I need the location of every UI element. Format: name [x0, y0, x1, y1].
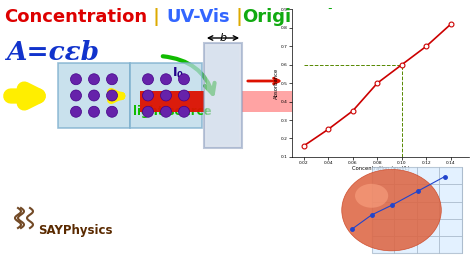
Bar	[204, 43, 242, 148]
Bar	[130, 63, 202, 128]
Bar	[140, 91, 204, 112]
Circle shape	[71, 106, 82, 117]
Text: light source: light source	[133, 105, 211, 118]
Text: SAYPhysics: SAYPhysics	[38, 224, 112, 237]
Circle shape	[71, 90, 82, 101]
Circle shape	[89, 90, 100, 101]
Circle shape	[71, 74, 82, 85]
Text: $\mathbf{I}$: $\mathbf{I}$	[315, 88, 321, 101]
Text: A=cεb: A=cεb	[6, 40, 99, 65]
Circle shape	[161, 74, 172, 85]
Circle shape	[107, 74, 118, 85]
Circle shape	[143, 74, 154, 85]
Bar	[280, 91, 322, 112]
Text: $\mathbf{I_0}$: $\mathbf{I_0}$	[172, 66, 184, 81]
Circle shape	[143, 106, 154, 117]
Bar	[242, 91, 322, 112]
Text: |: |	[230, 8, 243, 26]
Circle shape	[89, 106, 100, 117]
Text: Concentration: Concentration	[4, 8, 147, 26]
X-axis label: Concentration (mol/L): Concentration (mol/L)	[352, 167, 409, 172]
Circle shape	[107, 106, 118, 117]
Circle shape	[89, 74, 100, 85]
Text: detector: detector	[332, 106, 392, 119]
Ellipse shape	[342, 169, 441, 251]
Text: UV-Vis: UV-Vis	[166, 8, 230, 26]
Circle shape	[161, 106, 172, 117]
Bar	[58, 63, 130, 128]
Text: OriginLab: OriginLab	[243, 8, 341, 26]
Text: |: |	[147, 8, 166, 26]
Circle shape	[143, 90, 154, 101]
Ellipse shape	[355, 184, 388, 208]
Y-axis label: Absorbance: Absorbance	[274, 68, 279, 99]
Circle shape	[179, 90, 190, 101]
Circle shape	[179, 106, 190, 117]
Circle shape	[179, 74, 190, 85]
Bar	[207, 46, 239, 145]
Bar	[372, 167, 462, 253]
Circle shape	[161, 90, 172, 101]
Text: $b$: $b$	[219, 31, 227, 43]
Circle shape	[107, 90, 118, 101]
